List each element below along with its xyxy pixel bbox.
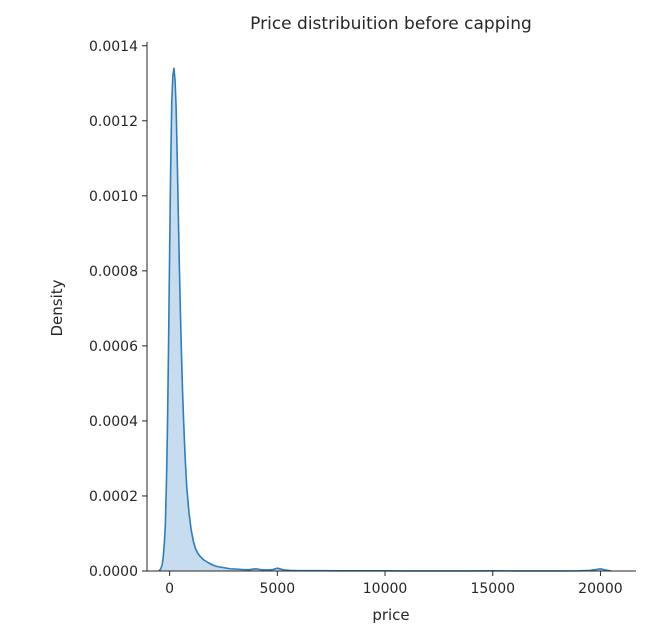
- y-tick-label: 0.0012: [89, 114, 138, 130]
- y-tick-label: 0.0002: [89, 489, 138, 505]
- y-tick-label: 0.0004: [89, 414, 138, 430]
- y-tick-label: 0.0014: [89, 39, 138, 55]
- x-tick-label: 10000: [363, 581, 408, 597]
- y-tick-label: 0.0006: [89, 339, 138, 355]
- y-axis-label: Density: [48, 279, 66, 336]
- plot-area: [158, 67, 612, 572]
- y-tick-label: 0.0000: [89, 564, 138, 580]
- chart-title: Price distribuition before capping: [250, 14, 532, 34]
- y-tick-label: 0.0008: [89, 264, 138, 280]
- x-tick-label: 15000: [470, 581, 515, 597]
- density-line-0: [158, 67, 612, 572]
- axes: 0.0000 0.0002 0.0004 0.0006 0.0008 0.0010 0.00…: [89, 39, 636, 597]
- y-tick-label: 0.0010: [89, 189, 138, 205]
- density-fill-0: [158, 68, 612, 571]
- x-tick-label: 20000: [578, 581, 623, 597]
- x-tick-label: 5000: [260, 581, 296, 597]
- x-axis-label: price: [372, 606, 409, 624]
- x-tick-label: 0: [165, 581, 174, 597]
